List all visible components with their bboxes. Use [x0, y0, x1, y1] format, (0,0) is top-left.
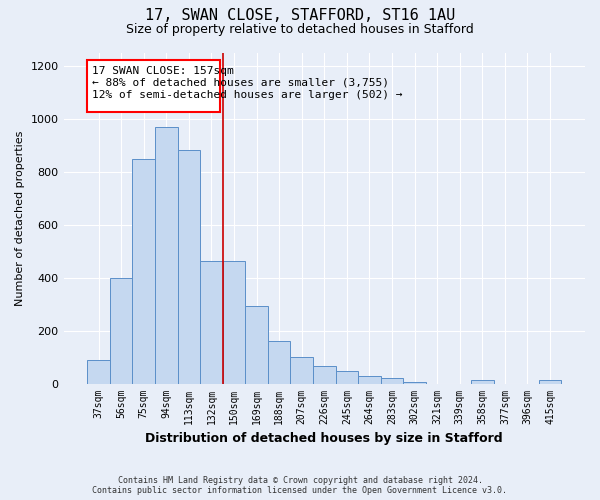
- Bar: [268, 341, 290, 384]
- Text: Contains HM Land Registry data © Crown copyright and database right 2024.
Contai: Contains HM Land Registry data © Crown c…: [92, 476, 508, 495]
- Bar: [200, 261, 223, 384]
- Bar: [178, 150, 200, 384]
- Text: 17 SWAN CLOSE: 157sqm: 17 SWAN CLOSE: 157sqm: [92, 66, 233, 76]
- Bar: [87, 60, 220, 112]
- Bar: [245, 306, 268, 384]
- Bar: [335, 371, 358, 384]
- Bar: [358, 376, 381, 384]
- Text: 12% of semi-detached houses are larger (502) →: 12% of semi-detached houses are larger (…: [92, 90, 402, 100]
- Text: 17, SWAN CLOSE, STAFFORD, ST16 1AU: 17, SWAN CLOSE, STAFFORD, ST16 1AU: [145, 8, 455, 22]
- Bar: [223, 261, 245, 384]
- Bar: [110, 278, 133, 384]
- Bar: [313, 366, 335, 384]
- Bar: [133, 159, 155, 384]
- Bar: [539, 380, 561, 384]
- X-axis label: Distribution of detached houses by size in Stafford: Distribution of detached houses by size …: [145, 432, 503, 445]
- Bar: [155, 126, 178, 384]
- Text: ← 88% of detached houses are smaller (3,755): ← 88% of detached houses are smaller (3,…: [92, 78, 389, 88]
- Bar: [471, 380, 494, 384]
- Bar: [87, 360, 110, 384]
- Text: Size of property relative to detached houses in Stafford: Size of property relative to detached ho…: [126, 22, 474, 36]
- Y-axis label: Number of detached properties: Number of detached properties: [15, 130, 25, 306]
- Bar: [381, 378, 403, 384]
- Bar: [290, 357, 313, 384]
- Bar: [403, 382, 426, 384]
